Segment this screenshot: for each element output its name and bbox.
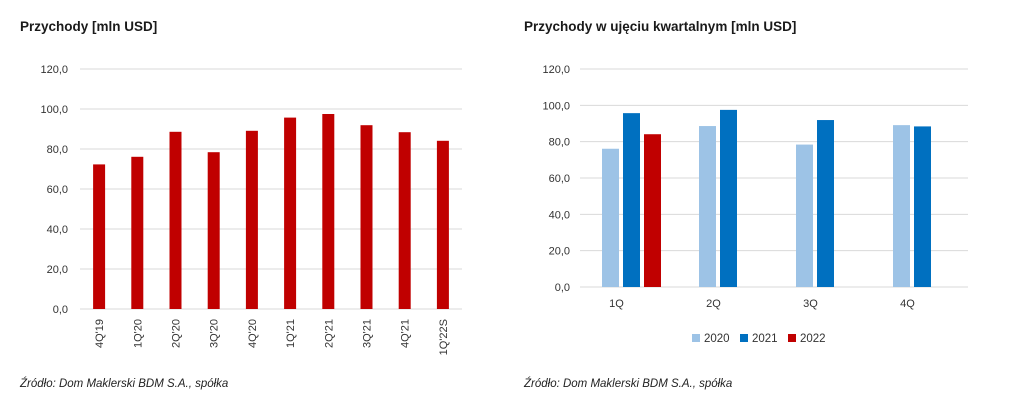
y-tick-label: 20,0 <box>549 246 570 258</box>
y-tick-label: 40,0 <box>549 209 570 221</box>
x-tick-label: 4Q'20 <box>247 319 259 348</box>
x-tick-label: 2Q <box>706 298 721 310</box>
y-tick-label: 80,0 <box>549 137 570 149</box>
x-tick-label: 2Q'21 <box>323 319 335 348</box>
bar-2022 <box>644 134 661 287</box>
x-tick-label: 1Q'20 <box>132 319 144 348</box>
y-tick-label: 40,0 <box>47 224 68 236</box>
y-tick-label: 60,0 <box>549 173 570 185</box>
y-tick-label: 20,0 <box>47 264 68 276</box>
bar-2021 <box>720 109 737 287</box>
bar-2020 <box>893 125 910 287</box>
bar <box>169 131 182 309</box>
bar-2020 <box>699 126 716 287</box>
bar-2021 <box>817 120 834 287</box>
source-note: Źródło: Dom Maklerski BDM S.A., spółka <box>524 378 733 390</box>
x-tick-label: 1Q'21 <box>285 319 297 348</box>
bar-2020 <box>796 144 813 287</box>
x-tick-label: 3Q'21 <box>362 319 374 348</box>
x-tick-label: 2Q'20 <box>171 319 183 348</box>
quarterly-grouped-bar-chart: 0,0 20,0 40,0 60,0 80,0 100,0 120,0 1Q 2Q 3Q 4Q 202… <box>542 64 968 345</box>
bar <box>436 140 449 309</box>
bar <box>360 125 373 309</box>
x-tick-label: 4Q <box>900 298 915 310</box>
x-tick-label: 1Q <box>609 298 624 310</box>
bar <box>245 130 258 309</box>
x-tick-label: 3Q'20 <box>209 319 221 348</box>
x-tick-label: 4Q'21 <box>400 319 412 348</box>
bar <box>93 164 106 309</box>
legend-label: 2021 <box>752 333 778 345</box>
y-tick-label: 0,0 <box>53 304 68 316</box>
legend-label: 2020 <box>704 333 730 345</box>
y-tick-label: 100,0 <box>542 100 570 112</box>
bar-2021 <box>623 113 640 288</box>
y-tick-label: 120,0 <box>40 64 68 76</box>
legend-label: 2022 <box>800 333 826 345</box>
bar <box>322 114 335 309</box>
y-tick-label: 0,0 <box>555 282 570 294</box>
x-tick-label: 3Q <box>803 298 818 310</box>
y-tick-label: 80,0 <box>47 144 68 156</box>
source-note: Źródło: Dom Maklerski BDM S.A., spółka <box>20 378 229 390</box>
bar <box>284 117 297 309</box>
bar <box>398 132 411 309</box>
x-tick-label: 1Q'22S <box>438 319 450 355</box>
y-tick-label: 100,0 <box>40 104 68 116</box>
chart-title: Przychody w ujęciu kwartalnym [mln USD] <box>524 19 797 34</box>
bar-2021 <box>914 126 931 287</box>
x-tick-label: 4Q'19 <box>94 319 106 348</box>
bar-2020 <box>602 148 619 287</box>
legend-swatch-2020 <box>692 334 700 342</box>
chart-title: Przychody [mln USD] <box>20 19 158 34</box>
y-tick-label: 60,0 <box>47 184 68 196</box>
bar <box>131 156 144 309</box>
y-tick-label: 120,0 <box>542 64 570 76</box>
bar <box>207 152 220 309</box>
legend-swatch-2021 <box>740 334 748 342</box>
legend-swatch-2022 <box>788 334 796 342</box>
revenue-bar-chart: 0,0 20,0 40,0 60,0 80,0 100,0 120,0 4Q'19 1Q'20 2… <box>40 64 462 355</box>
